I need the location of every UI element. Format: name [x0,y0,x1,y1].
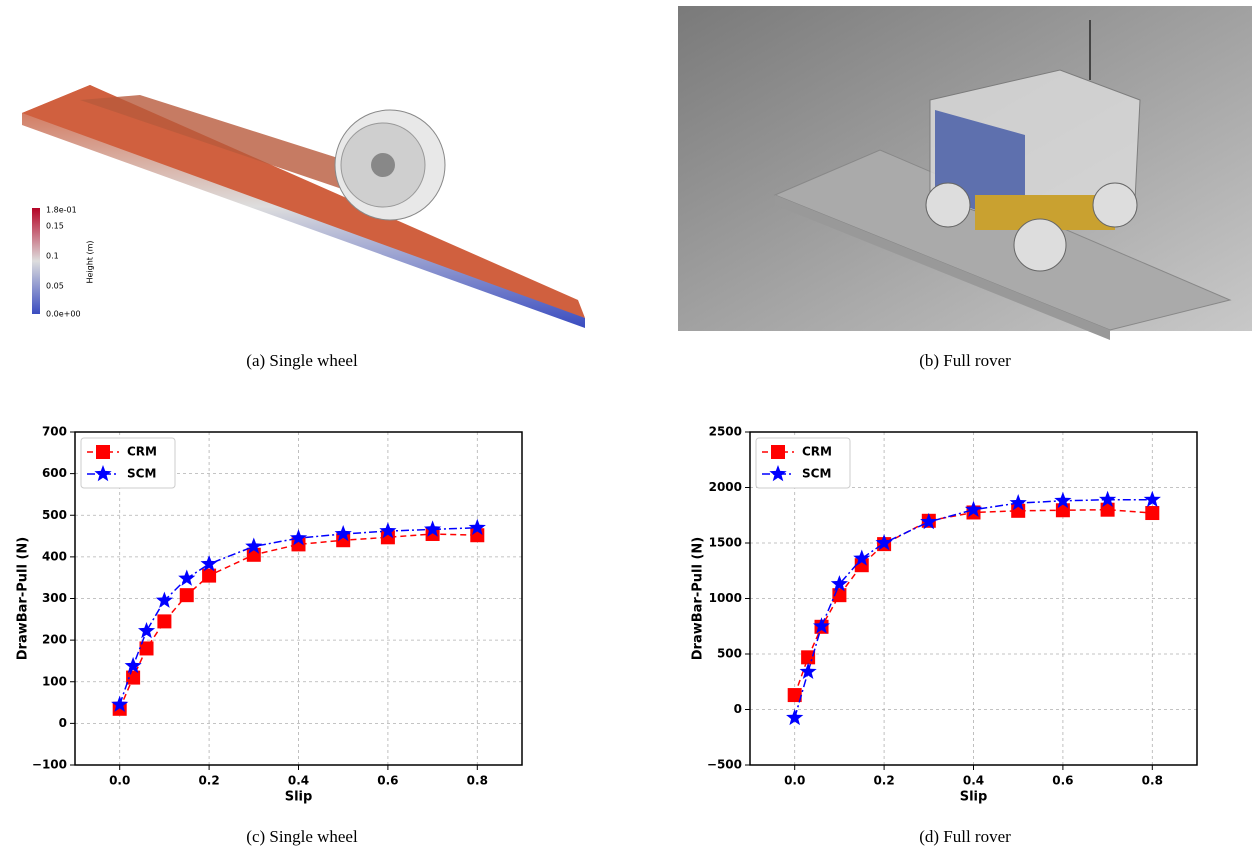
y-tick-label: 2500 [709,425,742,439]
x-tick-label: 0.8 [1142,774,1163,788]
marker [1145,506,1159,520]
x-tick-label: 0.8 [467,774,488,788]
y-tick-label: 500 [42,508,67,522]
x-tick-label: 0.0 [109,774,130,788]
x-tick-label: 0.6 [377,774,398,788]
y-tick-label: 600 [42,466,67,480]
x-tick-label: 0.2 [198,774,219,788]
y-axis-label: DrawBar-Pull (N) [16,537,31,660]
marker [156,592,173,608]
y-tick-label: 1500 [709,536,742,550]
marker [138,622,155,638]
y-tick-label: 500 [717,647,742,661]
x-tick-label: 0.2 [873,774,894,788]
legend-label: CRM [127,445,157,459]
y-tick-label: 1000 [709,591,742,605]
caption: (d) Full rover [919,827,1011,846]
figure: 1.8e-01 0.15 0.1 0.05 0.0e+00 Height (m)… [0,0,1252,856]
marker [1101,503,1115,517]
colorbar-tick: 0.05 [46,282,64,291]
y-tick-label: 700 [42,425,67,439]
x-axis-label: Slip [960,790,988,805]
colorbar-label: Height (m) [86,240,95,283]
y-tick-label: 0 [59,716,67,730]
marker [800,663,817,679]
legend-marker [96,445,110,459]
marker [157,614,171,628]
y-tick-label: 100 [42,674,67,688]
x-tick-label: 0.6 [1052,774,1073,788]
legend-label: SCM [127,467,156,481]
marker [801,650,815,664]
y-tick-label: 400 [42,549,67,563]
marker [1056,503,1070,517]
x-axis-label: Slip [285,790,313,805]
y-tick-label: 300 [42,591,67,605]
x-tick-label: 0.4 [288,774,309,788]
y-tick-label: −100 [32,758,67,772]
colorbar-tick: 1.8e-01 [46,206,77,215]
x-tick-label: 0.4 [963,774,984,788]
colorbar-tick: 0.1 [46,252,59,261]
y-tick-label: 2000 [709,480,742,494]
y-axis-label: DrawBar-Pull (N) [691,537,706,660]
marker [178,570,195,586]
colorbar-ticks: 1.8e-01 0.15 0.1 0.05 0.0e+00 Height (m) [46,206,95,319]
x-tick-label: 0.0 [784,774,805,788]
full-rover-render [678,6,1252,340]
marker [180,588,194,602]
caption: (b) Full rover [919,351,1011,370]
y-tick-label: 200 [42,633,67,647]
y-tick-label: −500 [707,758,742,772]
caption: (a) Single wheel [246,351,358,370]
colorbar-tick: 0.0e+00 [46,310,81,319]
legend-label: CRM [802,445,832,459]
single-wheel-render: 1.8e-01 0.15 0.1 0.05 0.0e+00 Height (m) [22,85,585,328]
legend-marker [771,445,785,459]
caption: (c) Single wheel [246,827,358,846]
legend-label: SCM [802,467,831,481]
colorbar-tick: 0.15 [46,222,64,231]
y-tick-label: 0 [734,702,742,716]
